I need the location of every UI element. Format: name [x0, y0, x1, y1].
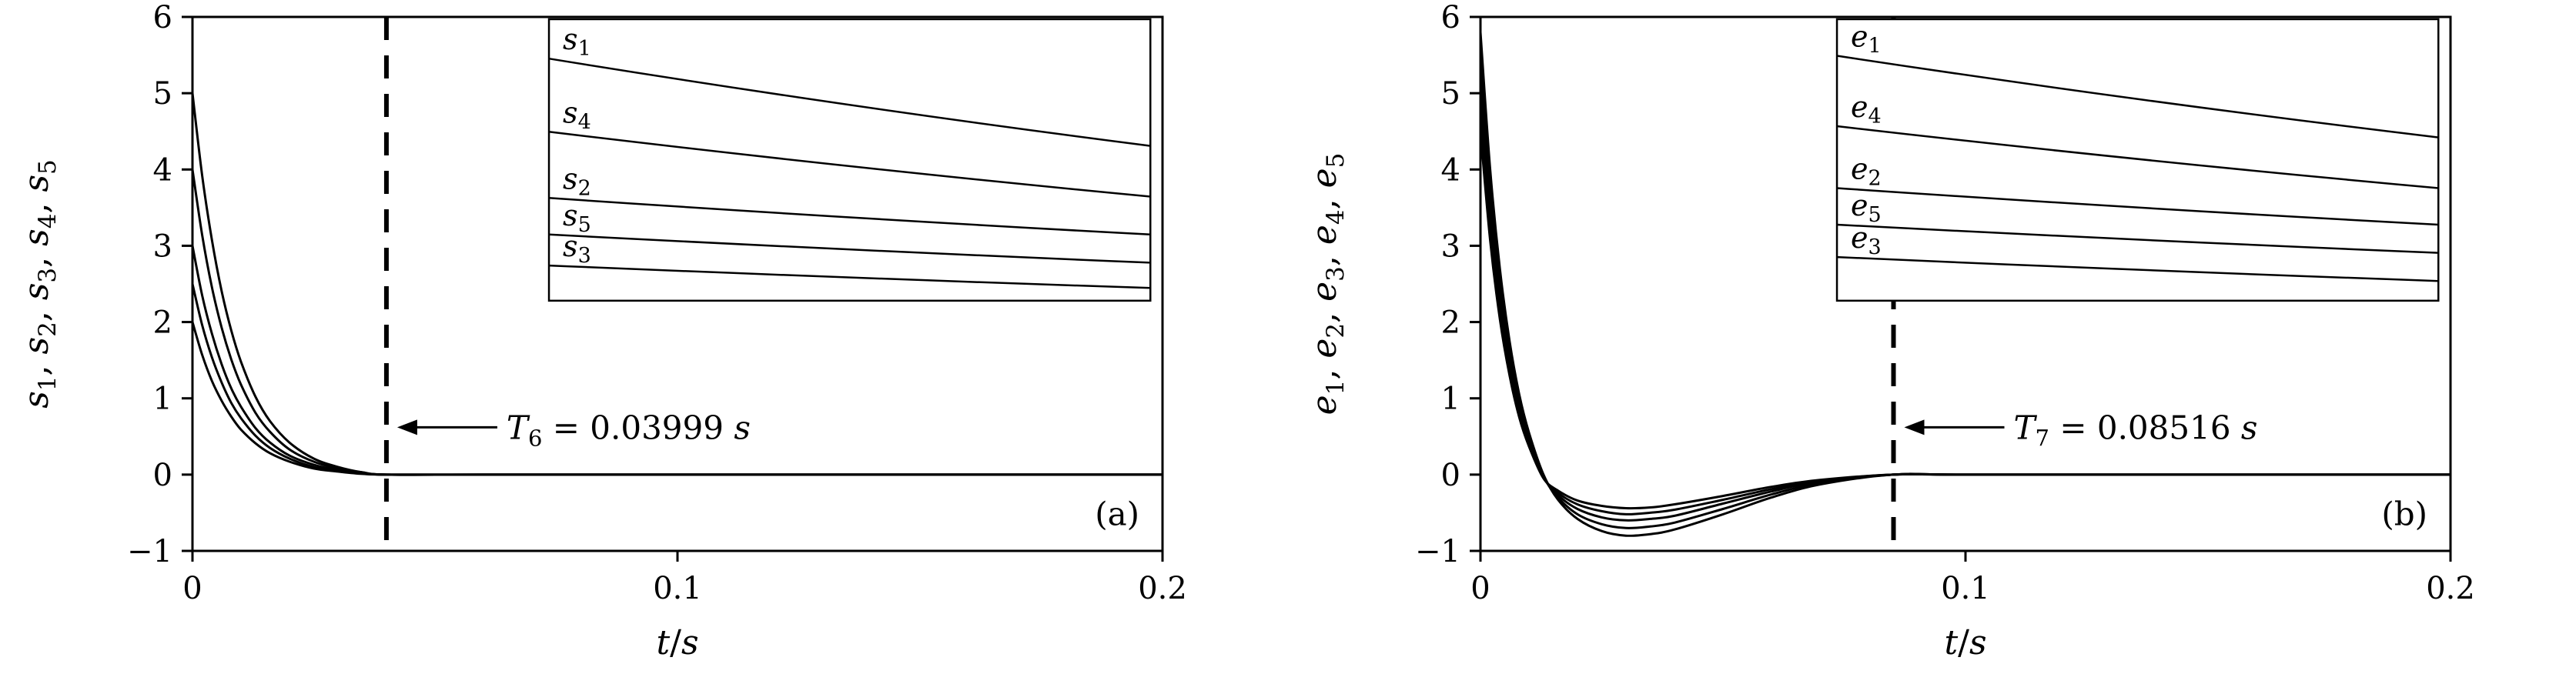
y-tick-label: 3	[153, 229, 172, 264]
x-tick-label: 0	[182, 571, 202, 606]
inset-label-e_5: e5	[1851, 189, 1882, 227]
y-tick-label: 1	[1441, 382, 1460, 417]
y-axis-label: e1, e2, e3, e4, e5	[1305, 153, 1350, 415]
inset-label-s_2: s2	[563, 162, 591, 200]
y-tick-label: 4	[1441, 152, 1460, 188]
inset-curve-e_2	[1836, 187, 2439, 226]
inset-label-e_1: e1	[1851, 20, 1882, 58]
y-axis-label: s1, s2, s3, s4, s5	[17, 159, 62, 409]
x-axis-label: t/s	[1944, 623, 1986, 662]
y-tick-label: 5	[1441, 76, 1460, 112]
y-tick-label: 6	[153, 0, 172, 35]
panel-label: (a)	[1095, 495, 1139, 532]
x-tick-label: 0	[1470, 571, 1490, 606]
y-tick-label: 4	[153, 152, 172, 188]
settling-annotation-arrowhead	[396, 419, 417, 435]
y-tick-label: 0	[153, 458, 172, 493]
y-tick-label: 6	[1441, 0, 1460, 35]
inset-label-e_2: e2	[1851, 152, 1882, 190]
settling-annotation-text: T6 = 0.03999 s	[507, 409, 751, 451]
inset-curve-s_5	[548, 233, 1151, 264]
y-tick-label: 3	[1441, 229, 1460, 264]
y-tick-label: 2	[1441, 305, 1460, 341]
inset-label-s_5: s5	[563, 199, 591, 237]
inset-frame	[547, 18, 1152, 302]
x-tick-label: 0.2	[1138, 571, 1187, 606]
inset-curve-e_1	[1836, 55, 2439, 138]
y-tick-label: 5	[153, 76, 172, 112]
x-tick-label: 0.2	[2426, 571, 2475, 606]
y-tick-label: 2	[153, 305, 172, 341]
inset-curve-s_4	[548, 131, 1151, 198]
x-axis-label: t/s	[656, 623, 698, 662]
y-tick-label: 0	[1441, 458, 1460, 493]
inset-curve-e_3	[1836, 255, 2439, 282]
inset-label-s_1: s1	[563, 22, 591, 61]
inset-curve-e_5	[1836, 223, 2439, 254]
series-curve-s_3	[191, 321, 1164, 476]
inset-label-e_3: e3	[1851, 221, 1882, 259]
settling-annotation-arrowhead	[1904, 419, 1925, 435]
settling-annotation-text: T7 = 0.08516 s	[2014, 409, 2258, 451]
inset-curve-s_3	[548, 264, 1151, 289]
inset-label-s_3: s3	[563, 229, 591, 268]
series-curve-e_3	[1479, 130, 2452, 510]
inset-label-s_4: s4	[563, 95, 591, 134]
y-tick-label: −1	[1415, 534, 1460, 569]
panel-label: (b)	[2381, 495, 2427, 532]
y-tick-label: −1	[127, 534, 172, 569]
inset-curve-s_1	[548, 57, 1151, 147]
inset-curve-s_2	[548, 197, 1151, 236]
x-tick-label: 0.1	[653, 571, 702, 606]
y-tick-label: 1	[153, 382, 172, 417]
inset-curve-e_4	[1836, 125, 2439, 189]
inset-label-e_4: e4	[1851, 90, 1882, 128]
x-tick-label: 0.1	[1941, 571, 1990, 606]
